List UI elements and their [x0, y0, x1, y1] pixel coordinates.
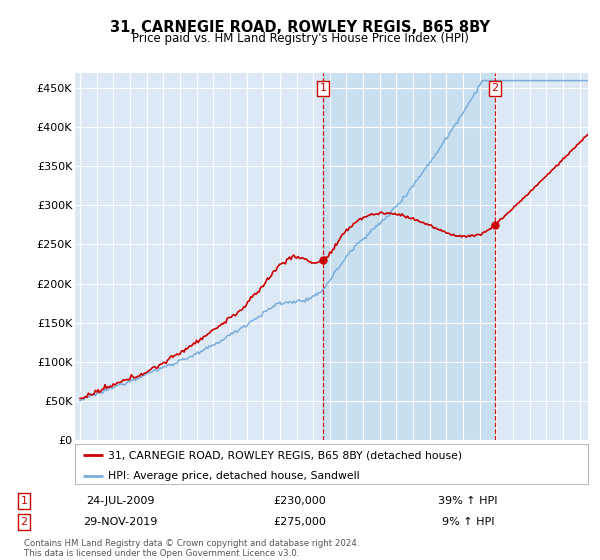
Text: HPI: Average price, detached house, Sandwell: HPI: Average price, detached house, Sand…: [109, 470, 360, 480]
Text: 31, CARNEGIE ROAD, ROWLEY REGIS, B65 8BY (detached house): 31, CARNEGIE ROAD, ROWLEY REGIS, B65 8BY…: [109, 450, 463, 460]
Text: Contains HM Land Registry data © Crown copyright and database right 2024.: Contains HM Land Registry data © Crown c…: [24, 539, 359, 548]
Text: 1: 1: [319, 83, 326, 94]
Text: 39% ↑ HPI: 39% ↑ HPI: [438, 496, 498, 506]
Text: Price paid vs. HM Land Registry's House Price Index (HPI): Price paid vs. HM Land Registry's House …: [131, 32, 469, 45]
Text: 2: 2: [491, 83, 499, 94]
Text: This data is licensed under the Open Government Licence v3.0.: This data is licensed under the Open Gov…: [24, 549, 299, 558]
Text: £275,000: £275,000: [274, 517, 326, 527]
Text: 31, CARNEGIE ROAD, ROWLEY REGIS, B65 8BY: 31, CARNEGIE ROAD, ROWLEY REGIS, B65 8BY: [110, 20, 490, 35]
Text: 29-NOV-2019: 29-NOV-2019: [83, 517, 157, 527]
Text: 1: 1: [20, 496, 28, 506]
Text: 24-JUL-2009: 24-JUL-2009: [86, 496, 154, 506]
Text: 9% ↑ HPI: 9% ↑ HPI: [442, 517, 494, 527]
Text: £230,000: £230,000: [274, 496, 326, 506]
Text: 2: 2: [20, 517, 28, 527]
Bar: [323, 73, 495, 440]
